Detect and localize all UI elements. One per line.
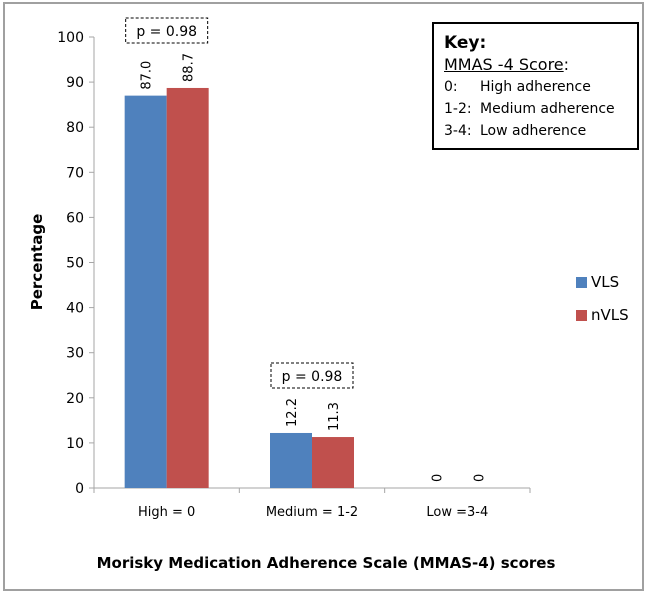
y-tick-label: 90: [66, 75, 84, 91]
data-label: 11.3: [327, 402, 342, 431]
y-tick-label: 60: [66, 210, 84, 226]
legend-label-vls: VLS: [591, 273, 620, 291]
data-label: 88.7: [182, 53, 197, 82]
y-tick-label: 10: [66, 436, 84, 452]
bar-vls: [270, 432, 312, 488]
y-tick-label: 100: [57, 30, 84, 46]
data-label: 12.2: [285, 398, 300, 427]
p-value-label: p = 0.98: [136, 24, 197, 40]
x-axis-label: Morisky Medication Adherence Scale (MMAS…: [97, 554, 556, 572]
x-tick-label: Low =3-4: [426, 505, 488, 520]
data-label: 87.0: [140, 61, 155, 90]
bars: [124, 87, 354, 488]
bar-vls: [124, 95, 167, 488]
y-tick-label: 20: [66, 391, 84, 407]
y-axis-label: Percentage: [28, 214, 46, 311]
key-box: Key: MMAS -4 Score: 0: High adherence 1-2…: [432, 22, 639, 150]
p-value-box: [125, 17, 209, 44]
legend-label-nvls: nVLS: [591, 306, 629, 324]
data-label: 0: [472, 474, 487, 482]
p-value-label: p = 0.98: [282, 369, 343, 385]
y-tick-label: 30: [66, 346, 84, 362]
x-tick-label: Medium = 1-2: [266, 505, 358, 520]
key-row: 3-4: Low adherence: [444, 123, 587, 139]
y-tick-label: 40: [66, 301, 84, 317]
legend-swatch-nvls: [576, 309, 587, 321]
data-labels: 87.0 12.2 0 88.7 11.3 0: [140, 53, 488, 482]
y-axis: 0 10 20 30 40 50 60 70 80 90 100: [57, 30, 95, 497]
y-tick-label: 70: [66, 165, 84, 181]
legend-item-vls: VLS: [576, 273, 619, 291]
x-axis: High = 0 Medium = 1-2 Low =3-4: [93, 487, 531, 520]
annotations: p = 0.98 p = 0.98: [125, 17, 354, 389]
y-tick-label: 80: [66, 120, 84, 136]
key-title: Key:: [444, 33, 487, 53]
key-row: 0: High adherence: [444, 79, 591, 95]
bar-nvls: [166, 87, 209, 488]
key-row: 1-2: Medium adherence: [444, 101, 615, 117]
y-tick-label: 0: [75, 481, 84, 497]
legend-item-nvls: nVLS: [576, 306, 629, 324]
y-tick-label: 50: [66, 256, 84, 272]
legend-swatch-vls: [576, 276, 587, 288]
p-value-box: [270, 362, 354, 389]
bar-nvls: [312, 437, 354, 488]
data-label: 0: [430, 474, 445, 482]
key-subtitle: MMAS -4 Score:: [444, 55, 570, 74]
x-tick-label: High = 0: [138, 505, 195, 520]
